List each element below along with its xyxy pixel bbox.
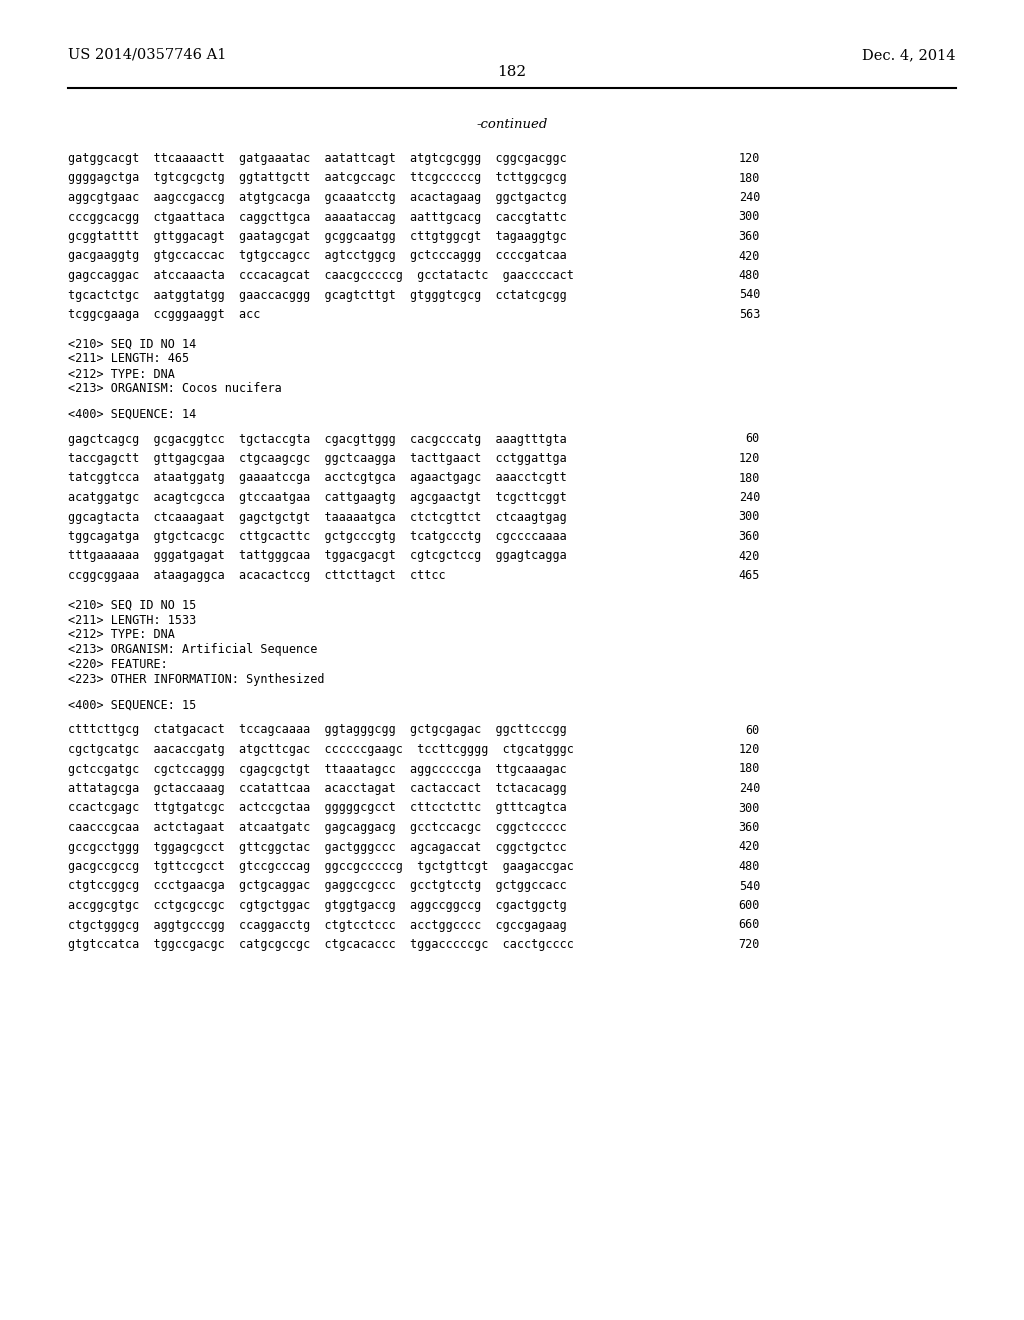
Text: cccggcacgg  ctgaattaca  caggcttgca  aaaataccag  aatttgcacg  caccgtattc: cccggcacgg ctgaattaca caggcttgca aaaatac… (68, 210, 566, 223)
Text: 360: 360 (738, 531, 760, 543)
Text: 240: 240 (738, 191, 760, 205)
Text: ccggcggaaa  ataagaggca  acacactccg  cttcttagct  cttcc: ccggcggaaa ataagaggca acacactccg cttctta… (68, 569, 445, 582)
Text: taccgagctt  gttgagcgaa  ctgcaagcgc  ggctcaagga  tacttgaact  cctggattga: taccgagctt gttgagcgaa ctgcaagcgc ggctcaa… (68, 451, 566, 465)
Text: <400> SEQUENCE: 15: <400> SEQUENCE: 15 (68, 698, 197, 711)
Text: tttgaaaaaa  gggatgagat  tattgggcaa  tggacgacgt  cgtcgctccg  ggagtcagga: tttgaaaaaa gggatgagat tattgggcaa tggacga… (68, 549, 566, 562)
Text: <213> ORGANISM: Artificial Sequence: <213> ORGANISM: Artificial Sequence (68, 644, 317, 656)
Text: <210> SEQ ID NO 15: <210> SEQ ID NO 15 (68, 598, 197, 611)
Text: 360: 360 (738, 821, 760, 834)
Text: gtgtccatca  tggccgacgc  catgcgccgc  ctgcacaccc  tggacccccgc  cacctgcccc: gtgtccatca tggccgacgc catgcgccgc ctgcaca… (68, 939, 573, 950)
Text: 240: 240 (738, 491, 760, 504)
Text: <400> SEQUENCE: 14: <400> SEQUENCE: 14 (68, 408, 197, 421)
Text: tatcggtcca  ataatggatg  gaaaatccga  acctcgtgca  agaactgagc  aaacctcgtt: tatcggtcca ataatggatg gaaaatccga acctcgt… (68, 471, 566, 484)
Text: gagctcagcg  gcgacggtcc  tgctaccgta  cgacgttggg  cacgcccatg  aaagtttgta: gagctcagcg gcgacggtcc tgctaccgta cgacgtt… (68, 433, 566, 446)
Text: <220> FEATURE:: <220> FEATURE: (68, 659, 168, 672)
Text: 182: 182 (498, 65, 526, 79)
Text: Dec. 4, 2014: Dec. 4, 2014 (862, 48, 956, 62)
Text: gacgccgccg  tgttccgcct  gtccgcccag  ggccgcccccg  tgctgttcgt  gaagaccgac: gacgccgccg tgttccgcct gtccgcccag ggccgcc… (68, 861, 573, 873)
Text: aggcgtgaac  aagccgaccg  atgtgcacga  gcaaatcctg  acactagaag  ggctgactcg: aggcgtgaac aagccgaccg atgtgcacga gcaaatc… (68, 191, 566, 205)
Text: tcggcgaaga  ccgggaaggt  acc: tcggcgaaga ccgggaaggt acc (68, 308, 260, 321)
Text: 600: 600 (738, 899, 760, 912)
Text: gcggtatttt  gttggacagt  gaatagcgat  gcggcaatgg  cttgtggcgt  tagaaggtgc: gcggtatttt gttggacagt gaatagcgat gcggcaa… (68, 230, 566, 243)
Text: ctgctgggcg  aggtgcccgg  ccaggacctg  ctgtcctccc  acctggcccc  cgccgagaag: ctgctgggcg aggtgcccgg ccaggacctg ctgtcct… (68, 919, 566, 932)
Text: gacgaaggtg  gtgccaccac  tgtgccagcc  agtcctggcg  gctcccaggg  ccccgatcaa: gacgaaggtg gtgccaccac tgtgccagcc agtcctg… (68, 249, 566, 263)
Text: 540: 540 (738, 879, 760, 892)
Text: 420: 420 (738, 841, 760, 854)
Text: <212> TYPE: DNA: <212> TYPE: DNA (68, 628, 175, 642)
Text: 300: 300 (738, 210, 760, 223)
Text: <210> SEQ ID NO 14: <210> SEQ ID NO 14 (68, 338, 197, 351)
Text: 360: 360 (738, 230, 760, 243)
Text: 300: 300 (738, 801, 760, 814)
Text: 465: 465 (738, 569, 760, 582)
Text: ccactcgagc  ttgtgatcgc  actccgctaa  gggggcgcct  cttcctcttc  gtttcagtca: ccactcgagc ttgtgatcgc actccgctaa gggggcg… (68, 801, 566, 814)
Text: <212> TYPE: DNA: <212> TYPE: DNA (68, 367, 175, 380)
Text: ggggagctga  tgtcgcgctg  ggtattgctt  aatcgccagc  ttcgcccccg  tcttggcgcg: ggggagctga tgtcgcgctg ggtattgctt aatcgcc… (68, 172, 566, 185)
Text: 660: 660 (738, 919, 760, 932)
Text: caacccgcaa  actctagaat  atcaatgatc  gagcaggacg  gcctccacgc  cggctccccc: caacccgcaa actctagaat atcaatgatc gagcagg… (68, 821, 566, 834)
Text: 563: 563 (738, 308, 760, 321)
Text: 120: 120 (738, 451, 760, 465)
Text: US 2014/0357746 A1: US 2014/0357746 A1 (68, 48, 226, 62)
Text: 540: 540 (738, 289, 760, 301)
Text: tgcactctgc  aatggtatgg  gaaccacggg  gcagtcttgt  gtgggtcgcg  cctatcgcgg: tgcactctgc aatggtatgg gaaccacggg gcagtct… (68, 289, 566, 301)
Text: 180: 180 (738, 172, 760, 185)
Text: gatggcacgt  ttcaaaactt  gatgaaatac  aatattcagt  atgtcgcggg  cggcgacggc: gatggcacgt ttcaaaactt gatgaaatac aatattc… (68, 152, 566, 165)
Text: attatagcga  gctaccaaag  ccatattcaa  acacctagat  cactaccact  tctacacagg: attatagcga gctaccaaag ccatattcaa acaccta… (68, 781, 566, 795)
Text: <213> ORGANISM: Cocos nucifera: <213> ORGANISM: Cocos nucifera (68, 383, 282, 396)
Text: 60: 60 (745, 433, 760, 446)
Text: tggcagatga  gtgctcacgc  cttgcacttc  gctgcccgtg  tcatgccctg  cgccccaaaa: tggcagatga gtgctcacgc cttgcacttc gctgccc… (68, 531, 566, 543)
Text: 60: 60 (745, 723, 760, 737)
Text: 180: 180 (738, 763, 760, 776)
Text: acatggatgc  acagtcgcca  gtccaatgaa  cattgaagtg  agcgaactgt  tcgcttcggt: acatggatgc acagtcgcca gtccaatgaa cattgaa… (68, 491, 566, 504)
Text: 480: 480 (738, 861, 760, 873)
Text: 120: 120 (738, 152, 760, 165)
Text: 720: 720 (738, 939, 760, 950)
Text: accggcgtgc  cctgcgccgc  cgtgctggac  gtggtgaccg  aggccggccg  cgactggctg: accggcgtgc cctgcgccgc cgtgctggac gtggtga… (68, 899, 566, 912)
Text: gctccgatgc  cgctccaggg  cgagcgctgt  ttaaatagcc  aggcccccga  ttgcaaagac: gctccgatgc cgctccaggg cgagcgctgt ttaaata… (68, 763, 566, 776)
Text: <211> LENGTH: 1533: <211> LENGTH: 1533 (68, 614, 197, 627)
Text: 480: 480 (738, 269, 760, 282)
Text: cgctgcatgc  aacaccgatg  atgcttcgac  ccccccgaagc  tccttcgggg  ctgcatgggc: cgctgcatgc aacaccgatg atgcttcgac ccccccg… (68, 743, 573, 756)
Text: 120: 120 (738, 743, 760, 756)
Text: 420: 420 (738, 549, 760, 562)
Text: -continued: -continued (476, 117, 548, 131)
Text: gagccaggac  atccaaacta  cccacagcat  caacgcccccg  gcctatactc  gaaccccact: gagccaggac atccaaacta cccacagcat caacgcc… (68, 269, 573, 282)
Text: 180: 180 (738, 471, 760, 484)
Text: 300: 300 (738, 511, 760, 524)
Text: gccgcctggg  tggagcgcct  gttcggctac  gactgggccc  agcagaccat  cggctgctcc: gccgcctggg tggagcgcct gttcggctac gactggg… (68, 841, 566, 854)
Text: ctttcttgcg  ctatgacact  tccagcaaaa  ggtagggcgg  gctgcgagac  ggcttcccgg: ctttcttgcg ctatgacact tccagcaaaa ggtaggg… (68, 723, 566, 737)
Text: <223> OTHER INFORMATION: Synthesized: <223> OTHER INFORMATION: Synthesized (68, 673, 325, 686)
Text: 240: 240 (738, 781, 760, 795)
Text: ggcagtacta  ctcaaagaat  gagctgctgt  taaaaatgca  ctctcgttct  ctcaagtgag: ggcagtacta ctcaaagaat gagctgctgt taaaaat… (68, 511, 566, 524)
Text: 420: 420 (738, 249, 760, 263)
Text: ctgtccggcg  ccctgaacga  gctgcaggac  gaggccgccc  gcctgtcctg  gctggccacc: ctgtccggcg ccctgaacga gctgcaggac gaggccg… (68, 879, 566, 892)
Text: <211> LENGTH: 465: <211> LENGTH: 465 (68, 352, 189, 366)
